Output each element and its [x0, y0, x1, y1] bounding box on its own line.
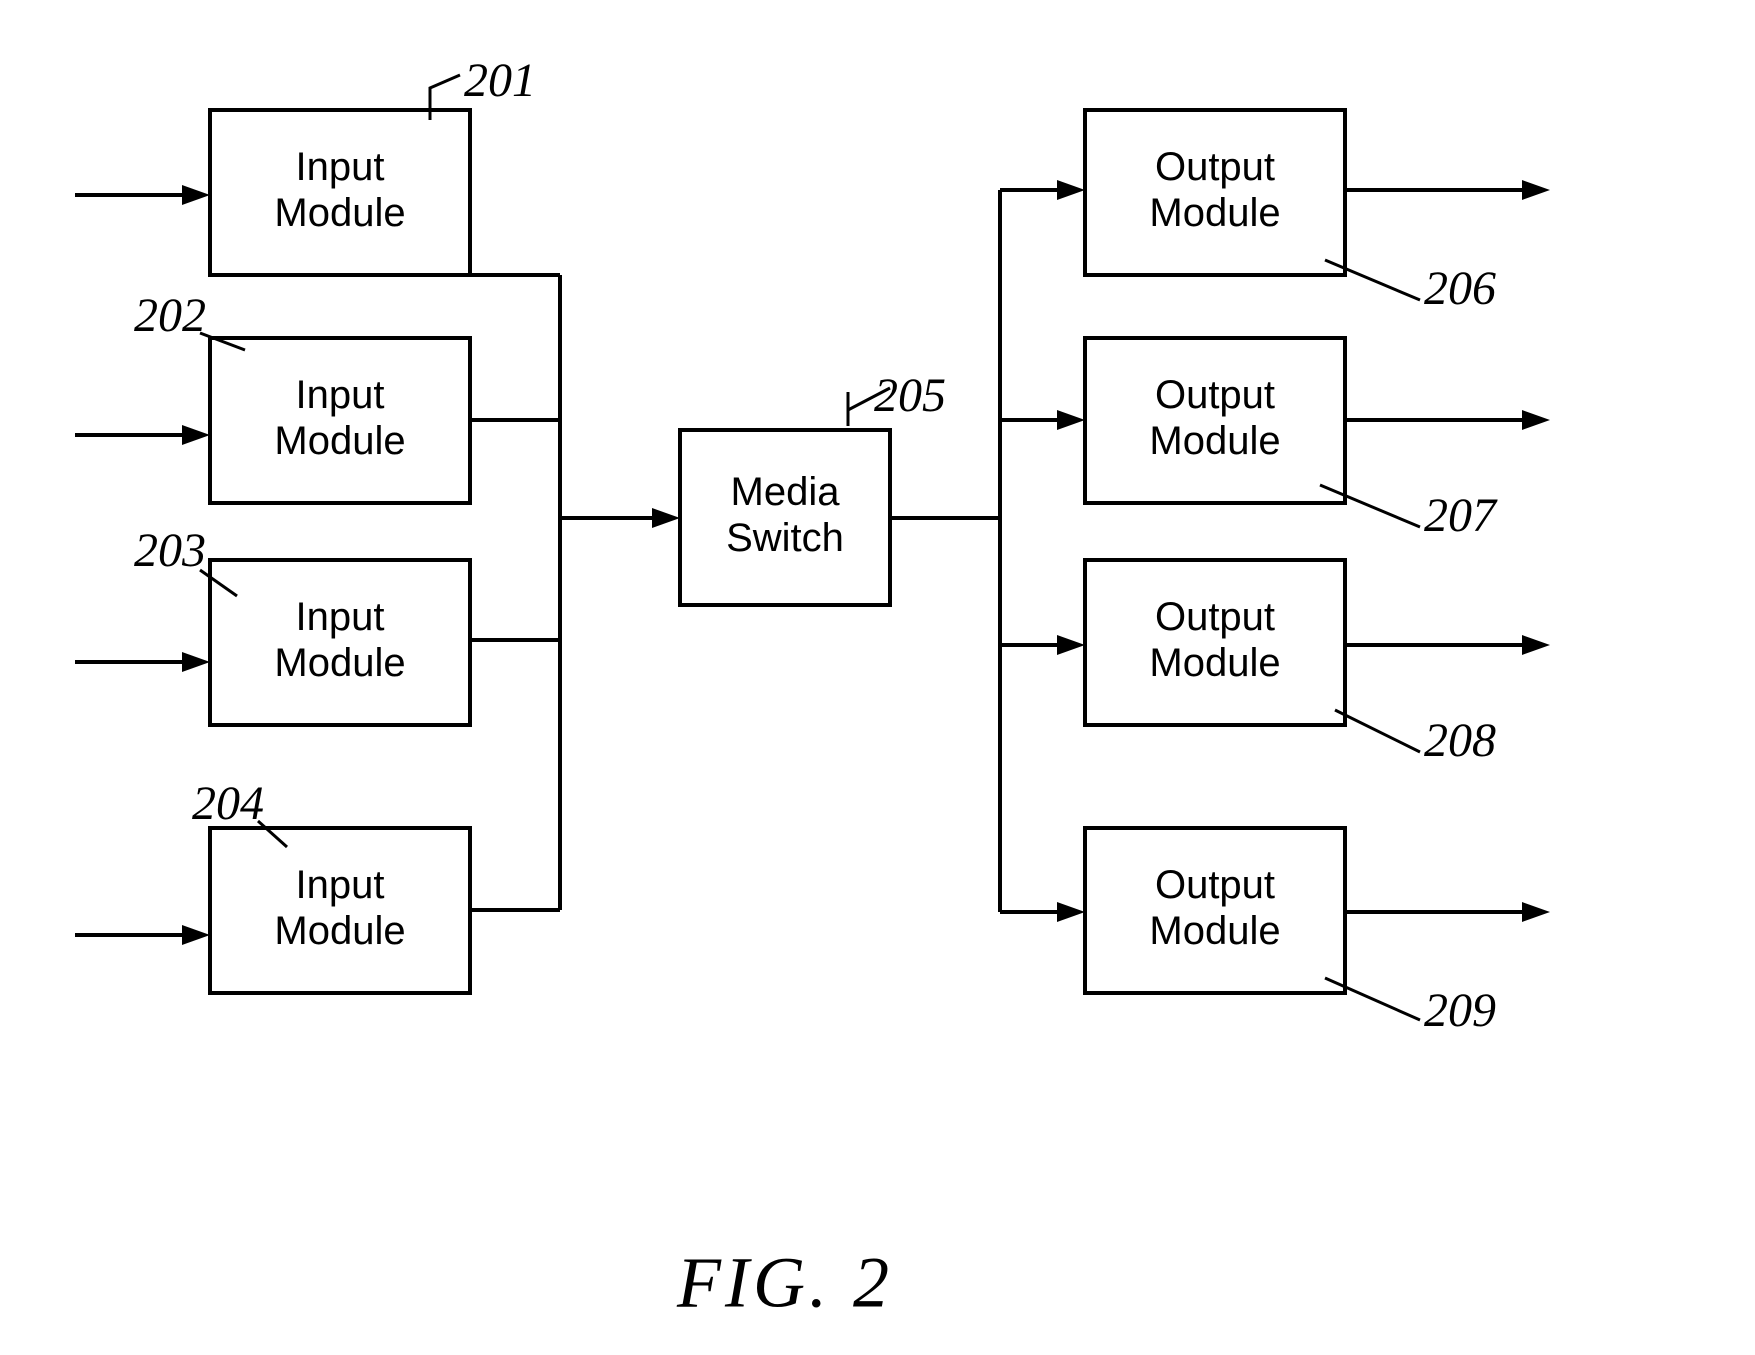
ref-201-text: 201	[464, 54, 536, 107]
arrowhead	[1057, 410, 1085, 430]
arrowhead	[1057, 180, 1085, 200]
ref-202-text: 202	[134, 289, 206, 342]
arrowhead	[1522, 902, 1550, 922]
input-module-label-2-line-0: Input	[296, 595, 385, 639]
output-module-label-2-line-1: Module	[1149, 641, 1280, 685]
input-module-label-0-line-1: Module	[274, 191, 405, 235]
ref-206-text: 206	[1424, 262, 1496, 315]
ref-205-text: 205	[874, 369, 946, 422]
arrowhead	[182, 925, 210, 945]
ref-207-leader	[1320, 485, 1420, 527]
output-module-label-3-line-0: Output	[1155, 863, 1275, 907]
input-module-label-3-line-1: Module	[274, 909, 405, 953]
input-module-label-1-line-1: Module	[274, 419, 405, 463]
arrowhead	[182, 425, 210, 445]
output-module-label-0-line-1: Module	[1149, 191, 1280, 235]
arrowhead	[1057, 902, 1085, 922]
arrowhead	[1522, 180, 1550, 200]
output-module-label-1-line-0: Output	[1155, 373, 1275, 417]
media-switch-label-line-1: Switch	[726, 516, 844, 560]
ref-207-text: 207	[1424, 489, 1498, 542]
ref-209-text: 209	[1424, 984, 1496, 1037]
figure-label: FIG. 2	[676, 1243, 893, 1323]
ref-203-text: 203	[134, 524, 206, 577]
ref-208-leader	[1335, 710, 1420, 752]
input-module-label-2-line-1: Module	[274, 641, 405, 685]
arrowhead	[1057, 635, 1085, 655]
ref-209-leader	[1325, 978, 1420, 1020]
arrowhead	[182, 652, 210, 672]
ref-204-text: 204	[192, 777, 264, 830]
input-module-label-1-line-0: Input	[296, 373, 385, 417]
output-module-label-0-line-0: Output	[1155, 145, 1275, 189]
arrowhead	[182, 185, 210, 205]
input-module-label-3-line-0: Input	[296, 863, 385, 907]
media-switch-label-line-0: Media	[731, 470, 841, 514]
ref-206-leader	[1325, 260, 1420, 300]
output-module-label-2-line-0: Output	[1155, 595, 1275, 639]
input-module-label-0-line-0: Input	[296, 145, 385, 189]
arrowhead	[652, 508, 680, 528]
output-module-label-1-line-1: Module	[1149, 419, 1280, 463]
arrowhead	[1522, 410, 1550, 430]
output-module-label-3-line-1: Module	[1149, 909, 1280, 953]
arrowhead	[1522, 635, 1550, 655]
ref-208-text: 208	[1424, 714, 1496, 767]
